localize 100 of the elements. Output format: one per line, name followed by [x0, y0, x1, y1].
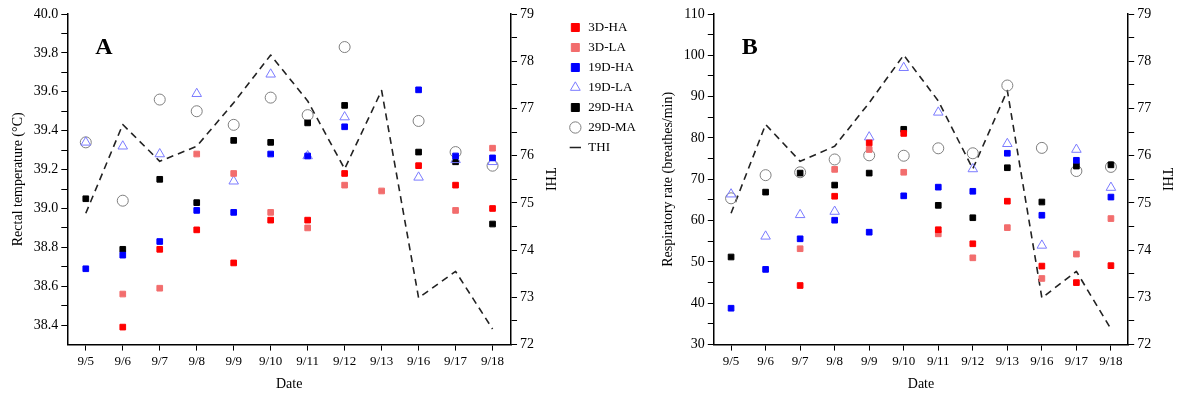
point	[193, 199, 201, 206]
y2-tick-label: 77	[520, 100, 535, 116]
point	[1073, 250, 1080, 258]
point	[486, 159, 499, 172]
point	[227, 118, 240, 131]
point	[304, 224, 311, 232]
point	[1073, 162, 1080, 170]
point	[1107, 193, 1115, 201]
point	[264, 91, 277, 104]
legend-label: 3D-HA	[588, 18, 628, 34]
y-tick-label: 39.8	[33, 44, 59, 60]
x-tick-label: 9/7	[151, 352, 169, 368]
point	[415, 86, 422, 94]
y-axis-title: Rectal temperature (°C)	[10, 112, 27, 247]
point	[932, 142, 945, 155]
point	[304, 119, 311, 127]
point	[228, 175, 239, 185]
point	[969, 214, 977, 222]
point	[1107, 161, 1115, 169]
legend-label: 3D-LA	[588, 38, 627, 54]
point	[341, 123, 348, 131]
point	[230, 259, 238, 267]
point	[119, 290, 127, 298]
point	[1038, 198, 1046, 206]
x-tick-label: 9/11	[296, 352, 319, 368]
y-tick-label: 39.0	[33, 200, 59, 216]
point	[865, 169, 873, 177]
y2-tick-label: 74	[1137, 241, 1152, 257]
x-tick-label: 9/9	[225, 352, 243, 368]
y-tick-label: 30	[690, 336, 705, 352]
point	[831, 192, 838, 200]
point	[796, 235, 804, 243]
y2-tick-label: 76	[520, 147, 535, 163]
point	[831, 166, 838, 173]
point	[863, 131, 875, 141]
point	[341, 102, 348, 109]
point	[267, 209, 275, 216]
line-series	[84, 54, 494, 330]
point	[489, 154, 496, 162]
point	[341, 181, 348, 189]
x-axis-title: Date	[275, 376, 303, 392]
point	[1001, 79, 1014, 92]
point	[190, 105, 203, 118]
point	[304, 216, 311, 224]
x-tick-label: 9/10	[892, 352, 916, 368]
y-axis-title: Respiratory rate (breathes/min)	[660, 91, 677, 267]
y-tick-label: 39.4	[33, 122, 59, 138]
point	[829, 205, 840, 215]
point	[230, 209, 238, 216]
point	[725, 188, 737, 198]
point	[154, 148, 166, 158]
point	[900, 168, 908, 176]
annotation: B	[741, 33, 758, 60]
x-tick-label: 9/11	[926, 352, 950, 368]
x-tick-label: 9/18	[1099, 352, 1123, 368]
point	[1004, 149, 1011, 157]
point	[265, 68, 276, 78]
y2-tick-label: 79	[1137, 5, 1152, 21]
point	[1036, 239, 1048, 249]
point	[1038, 211, 1046, 219]
point	[1104, 160, 1117, 173]
point	[339, 111, 350, 121]
point	[119, 251, 127, 259]
point	[1107, 262, 1115, 269]
y-tick-label: 39.6	[33, 83, 59, 99]
point	[727, 304, 735, 312]
point	[116, 194, 129, 207]
x-tick-label: 9/13	[370, 352, 394, 368]
x-tick-label: 9/13	[995, 352, 1019, 368]
y2-tick-label: 75	[1137, 194, 1152, 210]
x-tick-label: 9/12	[333, 352, 357, 368]
point	[267, 139, 275, 146]
point	[452, 207, 459, 214]
point	[831, 216, 838, 224]
point	[1004, 224, 1011, 231]
x-tick-label: 9/8	[188, 352, 206, 368]
y-tick-label: 40	[690, 294, 705, 310]
point	[900, 130, 908, 137]
x-tick-label: 9/5	[722, 352, 740, 368]
y-tick-label: 38.4	[33, 316, 59, 332]
point	[725, 192, 738, 205]
point	[413, 171, 424, 181]
x-tick-label: 9/5	[77, 352, 95, 368]
point	[489, 220, 496, 228]
y2-axis-title: THI	[542, 167, 558, 192]
y-tick-label: 90	[690, 88, 705, 104]
y-tick-label: 110	[684, 5, 705, 21]
point	[489, 144, 496, 152]
point	[117, 140, 129, 150]
y2-tick-label: 75	[520, 194, 535, 210]
y-tick-label: 80	[690, 129, 705, 145]
point	[934, 183, 942, 191]
point	[865, 146, 873, 153]
y-tick-label: 100	[683, 47, 705, 62]
y-tick-label: 39.2	[33, 161, 59, 177]
line-series	[730, 54, 1112, 330]
point	[452, 152, 459, 160]
point	[828, 153, 841, 166]
point	[230, 170, 238, 177]
point	[415, 162, 422, 170]
